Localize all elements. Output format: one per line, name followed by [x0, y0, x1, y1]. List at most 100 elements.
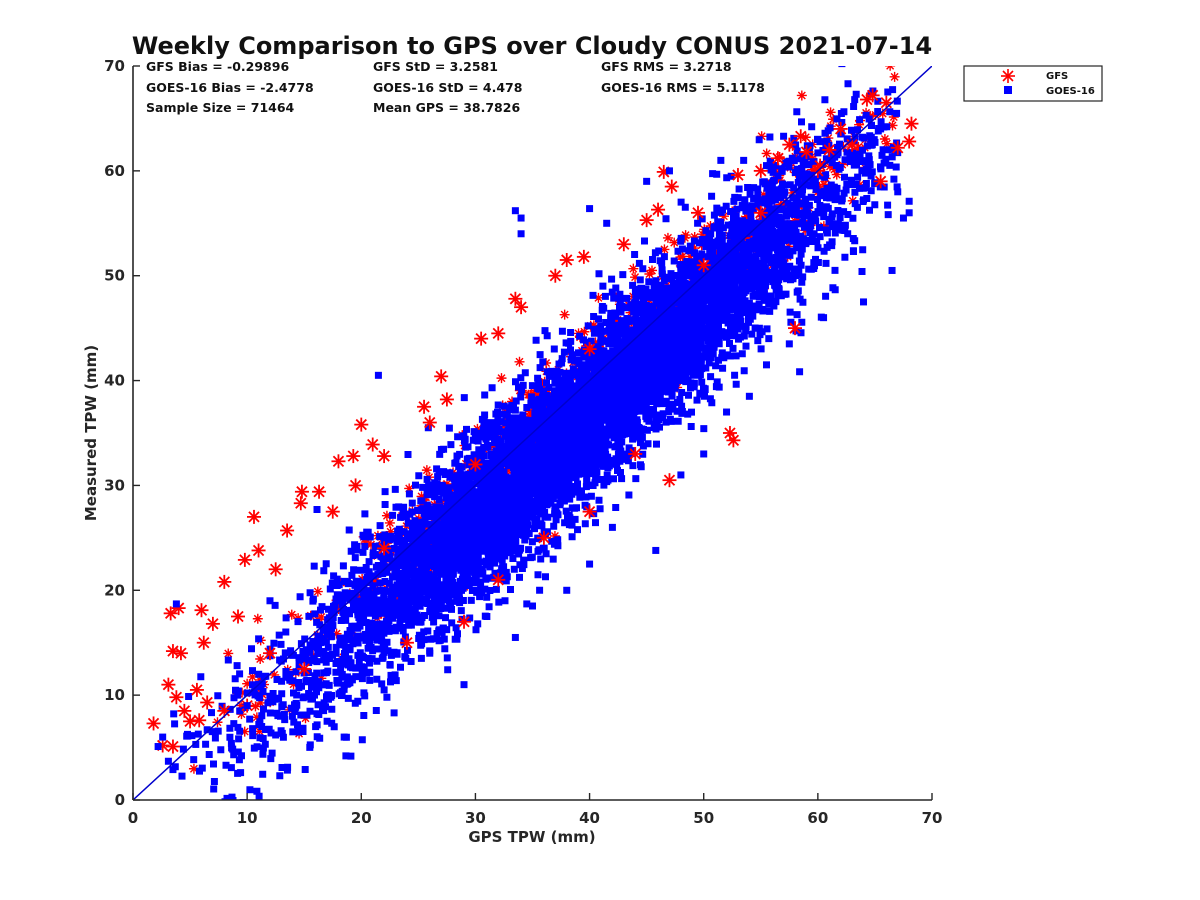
gfs-point [422, 415, 437, 430]
gfs-point [865, 88, 880, 103]
x-tick-label: 0 [128, 809, 138, 827]
legend-gfs-marker [1001, 69, 1015, 83]
gfs-point [246, 509, 261, 524]
gfs-point [173, 646, 188, 661]
gfs-point [536, 530, 551, 545]
gfs-point [348, 478, 363, 493]
gfs-point [628, 446, 643, 461]
gfs-point [902, 134, 917, 149]
x-tick-label: 20 [351, 809, 372, 827]
gfs-point [833, 121, 848, 136]
gfs-point [365, 437, 380, 452]
goes16-point [169, 766, 177, 774]
goes16-point [471, 571, 479, 579]
x-tick-label: 10 [237, 809, 258, 827]
goes16-point [586, 205, 594, 213]
plot-data-area [133, 66, 932, 800]
legend-goes16-marker [1004, 86, 1012, 94]
gfs-point [890, 140, 905, 155]
y-tick-label: 20 [104, 581, 125, 599]
stat-goes16-rms: GOES-16 RMS = 5.1178 [601, 80, 765, 95]
y-tick-label: 10 [104, 686, 125, 704]
gfs-point [799, 144, 814, 159]
gfs-point [196, 635, 211, 650]
y-tick-label: 40 [104, 372, 125, 390]
goes16-point [266, 597, 274, 605]
goes16-point [820, 314, 828, 322]
goes16-point [745, 392, 753, 400]
gfs-point [582, 342, 597, 357]
gfs-point [346, 449, 361, 464]
goes16-point [899, 214, 907, 222]
goes16-point [380, 686, 388, 694]
gfs-point [753, 163, 768, 178]
gfs-point [468, 457, 483, 472]
gfs-point [177, 703, 192, 718]
gfs-point [268, 562, 283, 577]
goes16-point [665, 167, 673, 175]
y-tick-label: 70 [104, 57, 125, 75]
gfs-point [161, 677, 176, 692]
legend-box [963, 65, 1103, 102]
stat-goes16-std: GOES-16 StD = 4.478 [373, 80, 522, 95]
stat-gfs-std: GFS StD = 3.2581 [373, 59, 498, 74]
gfs-point [664, 179, 679, 194]
y-tick-label: 0 [115, 791, 125, 809]
goes16-point [905, 209, 913, 217]
gfs-point [297, 661, 312, 676]
gfs-point [793, 129, 808, 144]
gfs-point [726, 433, 741, 448]
goes16-point [340, 733, 348, 741]
y-tick-label: 60 [104, 162, 125, 180]
gfs-point [651, 202, 666, 217]
gfs-point [417, 399, 432, 414]
goes16-point [785, 340, 793, 348]
goes16-point [603, 219, 611, 227]
gfs-point [439, 392, 454, 407]
goes16-series-points [154, 125, 913, 774]
goes16-point [374, 371, 382, 379]
gfs-point [165, 644, 180, 659]
goes16-point [192, 740, 200, 748]
gfs-point [822, 142, 837, 157]
goes16-point [159, 733, 167, 741]
goes16-point [762, 361, 770, 369]
goes16-point [483, 613, 491, 620]
gfs-point [582, 504, 597, 519]
gfs-point [434, 369, 449, 384]
goes16-point [517, 230, 525, 238]
gfs-point [231, 609, 246, 624]
goes16-point [905, 197, 913, 205]
goes16-point [184, 732, 192, 740]
gfs-point [576, 249, 591, 264]
x-tick-label: 30 [465, 809, 486, 827]
gfs-point [183, 714, 198, 729]
gfs-point [474, 331, 489, 346]
gfs-point [691, 205, 706, 220]
gfs-point [782, 137, 797, 152]
goes16-point [172, 600, 180, 608]
gfs-series-points [146, 88, 919, 754]
gfs-point [163, 606, 178, 621]
goes16-point [652, 546, 660, 554]
gfs-point [508, 291, 523, 306]
goes16-point [888, 266, 896, 274]
goes16-point [243, 702, 251, 710]
gfs-point [200, 695, 215, 710]
gfs-point [514, 300, 529, 315]
goes16-point [608, 523, 616, 531]
gfs-point [639, 213, 654, 228]
goes16-point [563, 586, 571, 594]
one-to-one-line [133, 66, 932, 800]
y-tick-label: 50 [104, 267, 125, 285]
gfs-point [169, 690, 184, 705]
goes16-point [717, 156, 725, 164]
goes16-point [289, 728, 297, 736]
y-axis-ticks: 0 10 20 30 40 50 60 70 [104, 57, 140, 809]
goes16-point [154, 743, 162, 751]
legend: GFS GOES-16 [963, 65, 1103, 102]
gfs-point [662, 473, 677, 488]
stat-gfs-rms: GFS RMS = 3.2718 [601, 59, 732, 74]
goes16-point [877, 125, 885, 133]
goes16-point [511, 207, 519, 215]
